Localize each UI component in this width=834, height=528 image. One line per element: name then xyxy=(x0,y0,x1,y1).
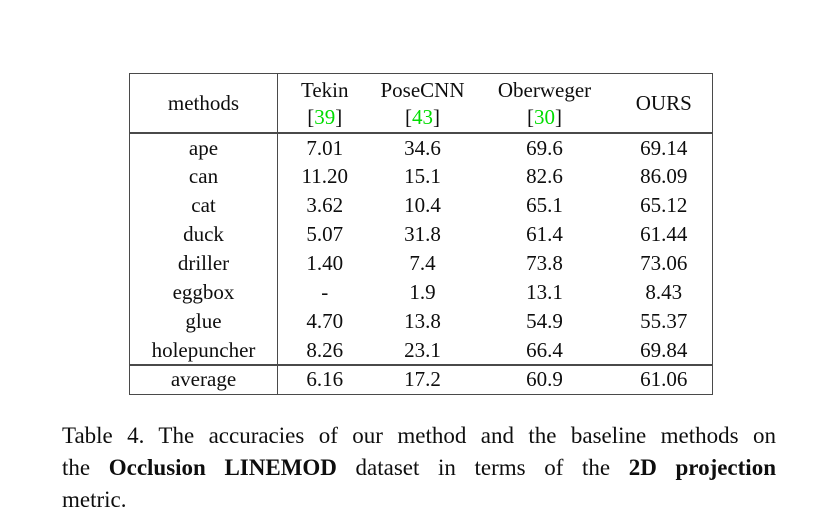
table-cell: 10.4 xyxy=(404,193,441,217)
citation: [30] xyxy=(474,104,616,132)
column-header-ours: OURS xyxy=(615,73,713,134)
table-row-eggbox: eggbox - 1.9 13.1 8.43 xyxy=(129,278,713,307)
table-cell: 69.6 xyxy=(526,135,563,160)
table-cell: 11.20 xyxy=(301,164,348,188)
table-row-average: average 6.16 17.2 60.9 61.06 xyxy=(129,364,713,394)
caption-text: the xyxy=(62,455,109,480)
method-name: OURS xyxy=(635,91,692,115)
table-cell: 61.44 xyxy=(640,222,688,246)
citation-link[interactable]: 39 xyxy=(314,105,336,129)
citation: [39] xyxy=(278,104,372,132)
methods-header: methods xyxy=(129,73,278,134)
citation-bracket: ] xyxy=(433,105,440,129)
header-row: methods Tekin [39] PoseCNN [43] Oberwege… xyxy=(129,73,713,134)
table-cell: 13.1 xyxy=(526,280,563,304)
caption-line-2: the Occlusion LINEMOD dataset in terms o… xyxy=(62,452,776,484)
table-cell: 7.01 xyxy=(306,135,344,160)
table-cell: 1.40 xyxy=(306,251,344,275)
table-cell: 61.4 xyxy=(526,222,563,246)
row-label: holepuncher xyxy=(129,336,278,365)
table-cell: 7.4 xyxy=(409,251,436,275)
table-cell: 65.1 xyxy=(526,193,563,217)
caption-line-1: Table 4. The accuracies of our method an… xyxy=(62,423,776,448)
method-name: Oberweger xyxy=(497,78,592,102)
table-cell: - xyxy=(321,280,329,304)
method-name: Tekin xyxy=(300,78,349,102)
table-row-glue: glue 4.70 13.8 54.9 55.37 xyxy=(129,307,713,336)
caption-bold-dataset: Occlusion LINEMOD xyxy=(108,455,337,480)
table-cell: 6.16 xyxy=(277,364,372,394)
table-cell: 73.8 xyxy=(526,251,563,275)
table-cell: 66.4 xyxy=(526,337,563,362)
table-cell: 55.37 xyxy=(640,309,688,333)
table-cell: 69.84 xyxy=(640,337,688,362)
table-cell: 15.1 xyxy=(404,164,441,188)
citation-bracket: [ xyxy=(527,105,534,129)
table-cell: 82.6 xyxy=(526,164,563,188)
row-label: cat xyxy=(129,191,278,220)
table-cell: 31.8 xyxy=(404,222,441,246)
table-cell: 34.6 xyxy=(404,135,441,160)
table-cell: 1.9 xyxy=(409,280,436,304)
citation-empty xyxy=(616,117,713,119)
table-cell: 4.70 xyxy=(306,309,344,333)
table-cell: 61.06 xyxy=(615,364,713,394)
table-row-can: can 11.20 15.1 82.6 86.09 xyxy=(129,162,713,191)
citation: [43] xyxy=(372,104,474,132)
table-cell: 86.09 xyxy=(640,164,688,188)
row-label: glue xyxy=(129,307,278,336)
column-header-oberweger: Oberweger [30] xyxy=(473,73,616,134)
caption-text: dataset in terms of the xyxy=(336,455,629,480)
table-row-driller: driller 1.40 7.4 73.8 73.06 xyxy=(129,249,713,278)
row-label: duck xyxy=(129,220,278,249)
table-cell: 54.9 xyxy=(526,309,563,333)
row-label: can xyxy=(129,162,278,191)
caption-line-3: metric. xyxy=(62,487,127,512)
table-row-ape: ape 7.01 34.6 69.6 69.14 xyxy=(129,133,713,162)
table-row-holepuncher: holepuncher 8.26 23.1 66.4 69.84 xyxy=(129,336,713,365)
citation-bracket: [ xyxy=(405,105,412,129)
caption-bold-metric: 2D projection xyxy=(628,455,776,480)
table-cell: 65.12 xyxy=(640,193,688,217)
table-cell: 73.06 xyxy=(640,251,688,275)
table-cell: 23.1 xyxy=(404,337,441,362)
table-cell: 8.43 xyxy=(645,280,683,304)
table-cell: 69.14 xyxy=(640,135,688,160)
column-header-tekin: Tekin [39] xyxy=(277,73,372,134)
citation-bracket: [ xyxy=(307,105,315,129)
table-cell: 5.07 xyxy=(306,222,344,246)
row-label: eggbox xyxy=(129,278,278,307)
table-row-cat: cat 3.62 10.4 65.1 65.12 xyxy=(129,191,713,220)
results-table: methods Tekin [39] PoseCNN [43] Oberwege… xyxy=(129,73,713,395)
citation-link[interactable]: 43 xyxy=(412,105,433,129)
row-label: average xyxy=(129,364,278,394)
table-cell: 8.26 xyxy=(306,337,344,362)
table-cell: 13.8 xyxy=(404,309,441,333)
row-label: ape xyxy=(129,133,278,162)
citation-bracket: ] xyxy=(335,105,343,129)
table-cell: 3.62 xyxy=(306,193,344,217)
column-header-posecnn: PoseCNN [43] xyxy=(371,73,474,134)
citation-link[interactable]: 30 xyxy=(534,105,555,129)
table-cell: 60.9 xyxy=(473,364,616,394)
table-cell: 17.2 xyxy=(371,364,474,394)
citation-bracket: ] xyxy=(555,105,562,129)
row-label: driller xyxy=(129,249,278,278)
table-row-duck: duck 5.07 31.8 61.4 61.44 xyxy=(129,220,713,249)
method-name: PoseCNN xyxy=(380,78,465,102)
table-caption: Table 4. The accuracies of our method an… xyxy=(62,420,776,516)
